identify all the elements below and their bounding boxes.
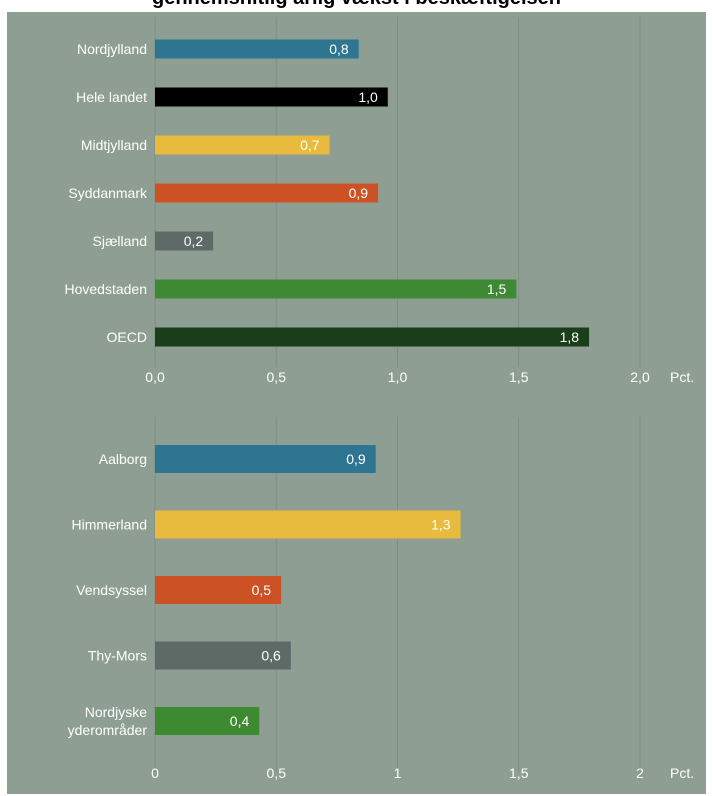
chart1-bar xyxy=(155,183,379,203)
chart1-category-label: Midtjylland xyxy=(81,137,147,153)
title-strip: gennemsnitlig årlig vækst i beskæftigels… xyxy=(0,0,713,12)
chart2-bar xyxy=(155,641,291,670)
chart2-bar xyxy=(155,510,461,539)
chart2-value-label: 0,5 xyxy=(252,582,272,598)
chart2-bar xyxy=(155,445,376,473)
chart1-tick-label: 0,5 xyxy=(267,369,287,385)
chart2: 0 0,5 1 1,5 2 Pct. Aalborg 0,9 Himmerland 1,3 Vend… xyxy=(68,417,694,781)
chart1-bar xyxy=(155,279,517,299)
chart1-unit-label: Pct. xyxy=(670,369,694,385)
chart2-category-label: Thy-Mors xyxy=(88,648,147,664)
chart1-value-label: 0,8 xyxy=(329,41,349,57)
chart1-category-label: Hovedstaden xyxy=(64,281,147,297)
chart1-tick-label: 0,0 xyxy=(145,369,165,385)
chart1-tick-label: 1,0 xyxy=(388,369,408,385)
chart1-category-label: Hele landet xyxy=(76,89,147,105)
chart1-tick-label: 1,5 xyxy=(509,369,529,385)
chart2-category-label: Aalborg xyxy=(99,451,147,467)
chart-svg: 0,0 0,5 1,0 1,5 2,0 Pct. Nordjylland 0,8 Hele la… xyxy=(64,17,694,781)
chart2-value-label: 1,3 xyxy=(431,517,451,533)
chart2-tick-label: 2 xyxy=(636,765,644,781)
chart2-tick-label: 1,5 xyxy=(509,765,529,781)
chart1-value-label: 1,8 xyxy=(560,329,580,345)
chart1-value-label: 0,7 xyxy=(300,137,320,153)
chart2-value-label: 0,6 xyxy=(261,648,281,664)
chart-title: gennemsnitlig årlig vækst i beskæftigels… xyxy=(0,0,713,10)
chart2-category-label: yderområder xyxy=(68,722,148,738)
chart1: 0,0 0,5 1,0 1,5 2,0 Pct. Nordjylland 0,8 Hele la… xyxy=(64,17,694,385)
chart1-value-label: 0,9 xyxy=(349,185,369,201)
chart1-bar xyxy=(155,39,359,59)
chart1-value-label: 1,0 xyxy=(358,89,378,105)
chart1-category-label: Syddanmark xyxy=(68,185,148,201)
chart2-category-label: Vendsyssel xyxy=(76,582,147,598)
chart2-category-label: Nordjyske xyxy=(85,704,147,720)
chart1-tick-label: 2,0 xyxy=(630,369,650,385)
chart-panel: 0,0 0,5 1,0 1,5 2,0 Pct. Nordjylland 0,8 Hele la… xyxy=(7,12,706,794)
chart2-category-label: Himmerland xyxy=(72,517,147,533)
chart2-bar xyxy=(155,707,260,735)
chart1-bar xyxy=(155,135,330,155)
chart1-value-label: 1,5 xyxy=(487,281,507,297)
chart2-bar xyxy=(155,576,282,604)
chart2-tick-label: 1 xyxy=(394,765,402,781)
chart1-category-label: Sjælland xyxy=(93,233,147,249)
chart2-unit-label: Pct. xyxy=(670,765,694,781)
chart1-bar xyxy=(155,327,590,347)
chart2-value-label: 0,9 xyxy=(346,451,366,467)
chart2-value-label: 0,4 xyxy=(230,713,250,729)
chart2-tick-label: 0,5 xyxy=(267,765,287,781)
chart1-category-label: OECD xyxy=(107,329,147,345)
chart2-tick-label: 0 xyxy=(151,765,159,781)
chart1-bar xyxy=(155,87,388,107)
chart1-value-label: 0,2 xyxy=(184,233,204,249)
chart1-category-label: Nordjylland xyxy=(77,41,147,57)
chart1-bar xyxy=(155,231,214,251)
